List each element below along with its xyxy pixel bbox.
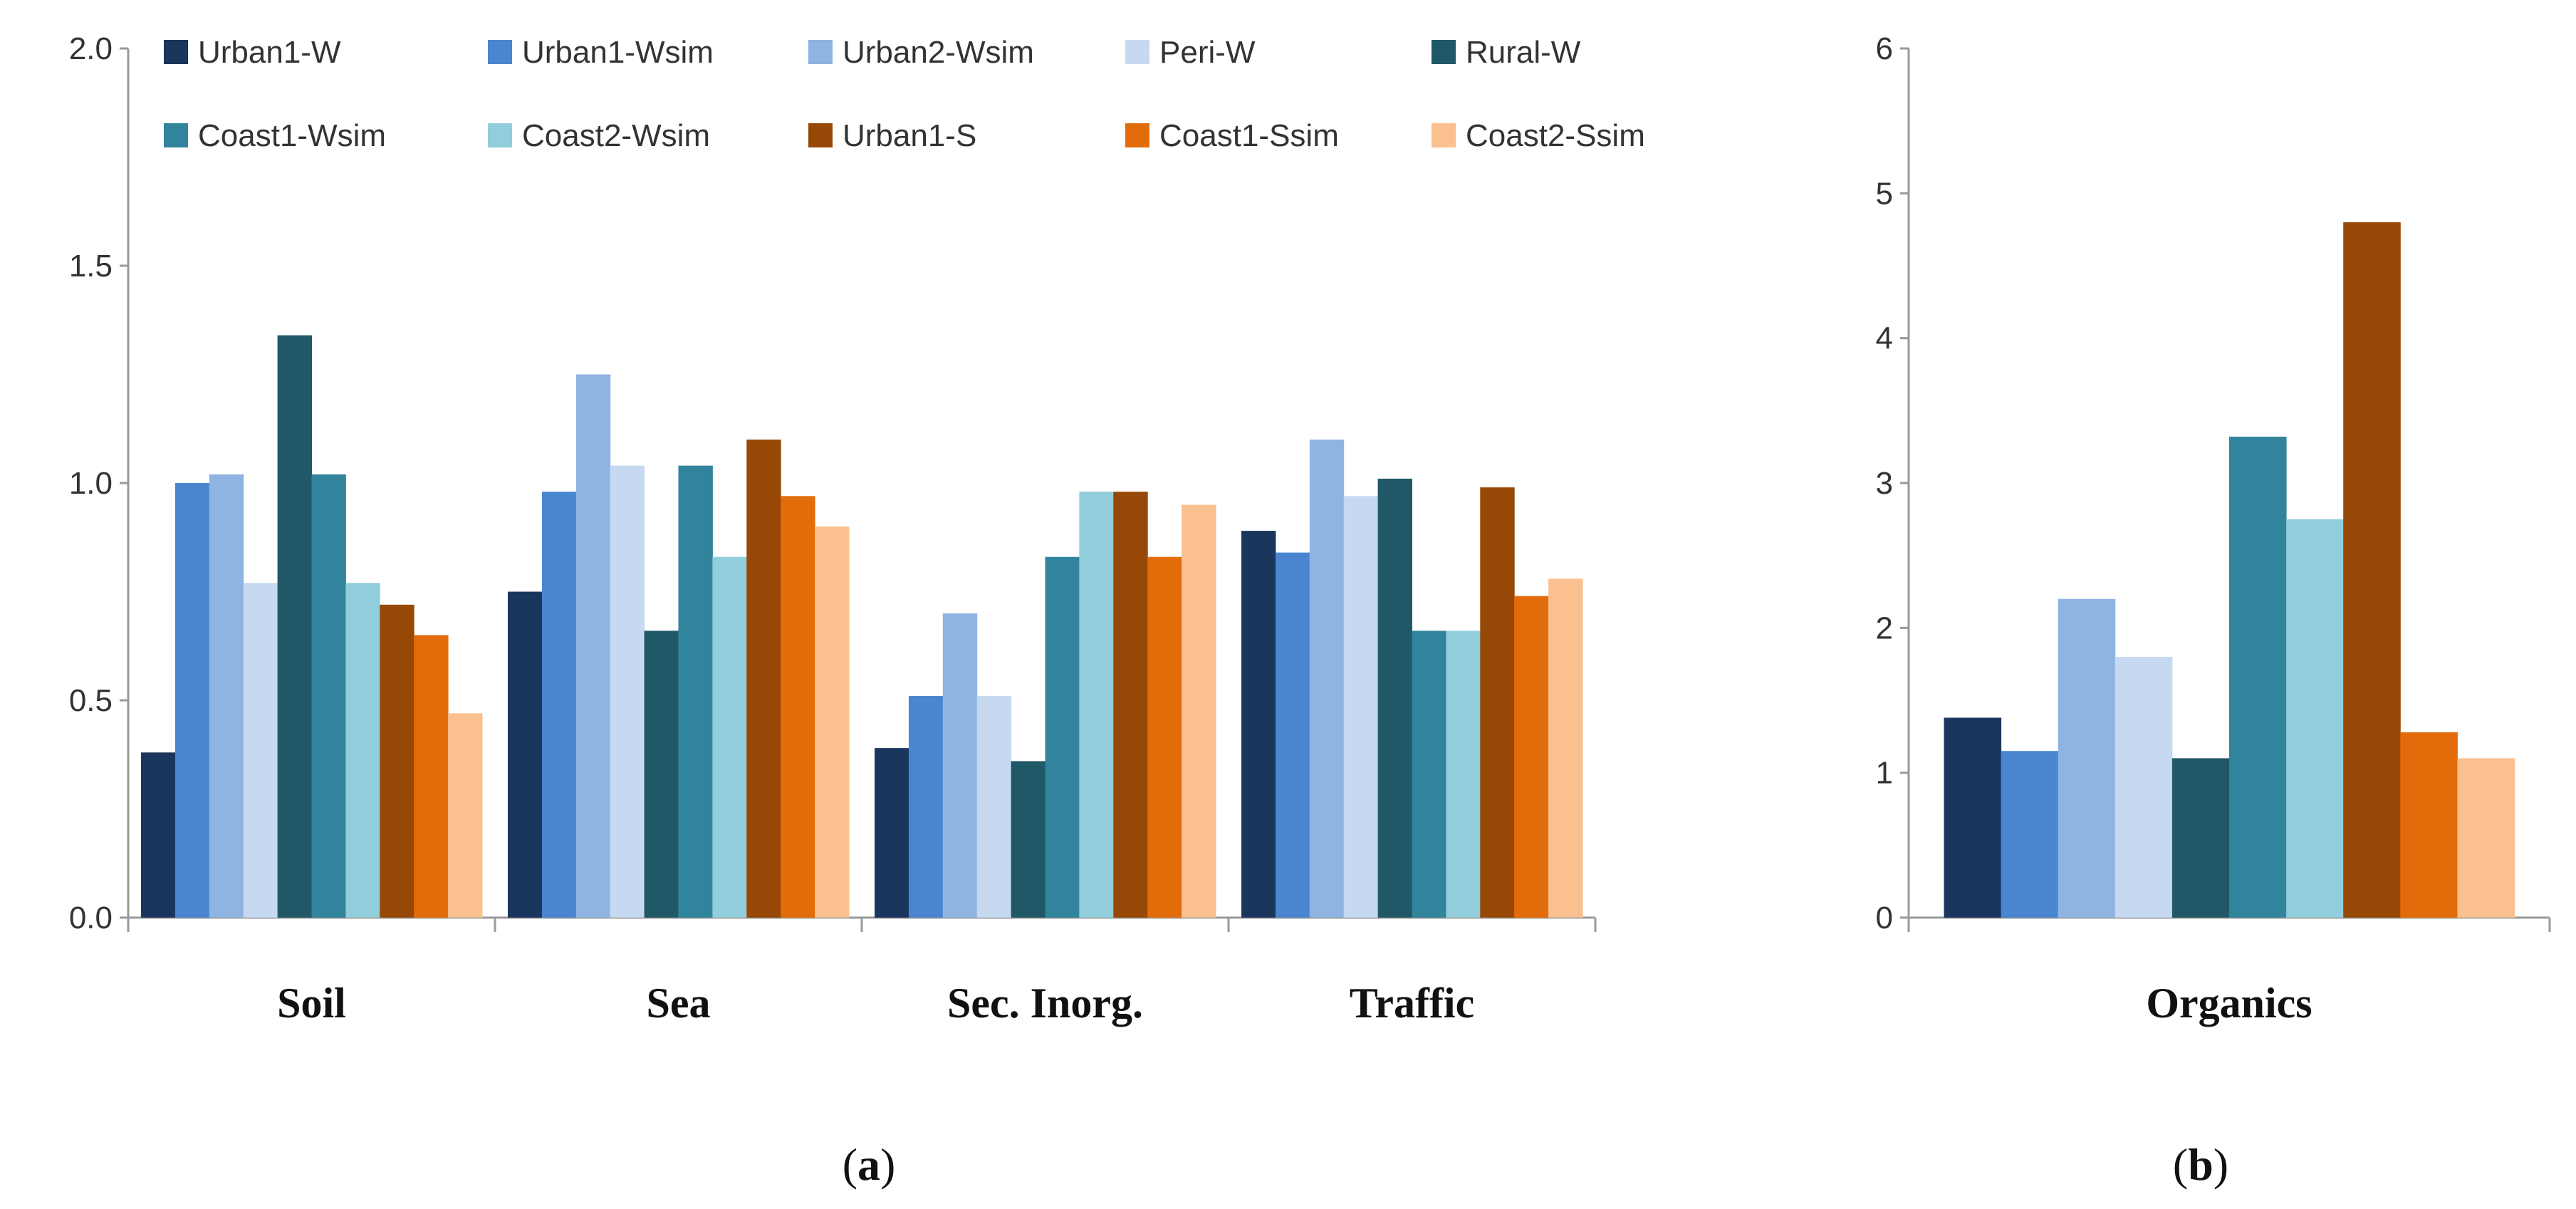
chart-b-y-tick-label: 6 [1876,31,1893,66]
legend-label-coast2-ssim: Coast2-Ssim [1466,118,1645,153]
legend-label-coast1-wsim: Coast1-Wsim [198,118,386,153]
chart-a-bar-traffic-coast2-ssim [1548,578,1583,918]
legend-label-coast1-ssim: Coast1-Ssim [1159,118,1339,153]
chart-a-y-tick-label: 0.0 [69,901,113,935]
chart-b-bar-organics-coast2-wsim [2286,519,2344,918]
legend-swatch-coast2-ssim [1432,123,1456,147]
chart-a-y-tick-label: 0.5 [69,683,113,718]
chart-b-bar-organics-urban1-w [1944,717,2002,918]
chart-b-y-tick-label: 4 [1876,321,1893,356]
chart-b-y-tick-label: 0 [1876,901,1893,935]
legend-label-urban1-s: Urban1-S [843,118,976,153]
chart-a-bar-soil-coast2-wsim [345,583,380,918]
legend-label-rural-w: Rural-W [1466,35,1581,70]
chart-a-bar-sea-coast1-ssim [781,496,815,918]
chart-b-bar-organics-coast1-wsim [2229,436,2287,918]
chart-a-bar-sec-inorg-coast2-ssim [1182,504,1216,918]
chart-a: 0.0 0.5 1.0 1.5 2.0 Soil Sea Sec. Inorg. Traffic [69,31,1597,1027]
chart-a-bar-sea-urban1-wsim [541,492,577,918]
legend-swatch-urban1-s [808,123,833,147]
chart-a-y-tick-label: 1.0 [69,466,113,501]
chart-a-bar-sea-coast1-wsim [678,465,713,918]
chart-a-category-label-traffic: Traffic [1350,980,1474,1027]
legend: Urban1-W Urban1-Wsim Urban2-Wsim Peri-W Rura… [164,35,1645,153]
chart-a-bar-traffic-urban1-s [1480,487,1515,918]
chart-a-bar-sea-coast2-ssim [815,526,850,918]
chart-a-bar-sec-inorg-coast2-wsim [1079,492,1114,918]
chart-a-bar-soil-urban1-s [380,604,414,918]
chart-b-bar-organics-urban2-wsim [2058,598,2116,918]
panel-label-a: (a) [843,1139,896,1190]
chart-a-bar-soil-peri-w [243,583,278,918]
chart-a-bar-soil-coast1-ssim [414,635,449,918]
chart-b-y-tick-label: 3 [1876,466,1893,501]
chart-a-bar-traffic-urban2-wsim [1309,440,1345,918]
chart-a-bar-traffic-peri-w [1343,496,1379,918]
chart-a-category-label-soil: Soil [277,980,346,1027]
chart-a-bar-sea-urban2-wsim [575,374,611,918]
chart-a-bar-sec-inorg-rural-w [1011,761,1045,918]
chart-a-bar-traffic-coast2-wsim [1446,631,1481,918]
chart-a-bar-traffic-urban1-w [1241,531,1276,918]
chart-b-bar-organics-urban1-s [2343,222,2401,918]
legend-swatch-coast1-wsim [164,123,188,147]
chart-b-y-tick-label: 2 [1876,611,1893,645]
chart-a-bar-sec-inorg-urban1-w [875,748,909,918]
legend-swatch-coast2-wsim [488,123,512,147]
legend-swatch-urban1-w [164,40,188,64]
chart-a-category-label-sea: Sea [647,980,711,1027]
legend-swatch-urban1-wsim [488,40,512,64]
legend-label-urban1-w: Urban1-W [198,35,341,70]
chart-a-bar-sea-peri-w [610,465,645,918]
chart-b-category-label-organics: Organics [2146,980,2312,1027]
chart-a-bar-sec-inorg-coast1-ssim [1147,556,1182,918]
legend-swatch-coast1-ssim [1125,123,1149,147]
chart-b: 0 1 2 3 4 5 6 Organics [1876,31,2551,1027]
chart-a-bar-soil-urban2-wsim [209,474,244,918]
chart-a-bar-soil-urban1-wsim [174,483,210,918]
chart-b-bar-organics-coast2-ssim [2457,758,2515,918]
chart-a-bar-traffic-urban1-wsim [1275,552,1310,918]
chart-b-y-tick-label: 1 [1876,756,1893,791]
legend-swatch-urban2-wsim [808,40,833,64]
legend-label-coast2-wsim: Coast2-Wsim [522,118,710,153]
chart-a-bar-soil-urban1-w [141,752,176,918]
legend-label-peri-w: Peri-W [1159,35,1256,70]
chart-a-bar-sec-inorg-coast1-wsim [1045,556,1080,918]
chart-a-bar-soil-coast1-wsim [311,474,346,918]
chart-a-bar-soil-coast2-ssim [448,713,483,918]
chart-a-bar-sea-coast2-wsim [712,556,747,918]
legend-swatch-peri-w [1125,40,1149,64]
chart-a-bar-sec-inorg-urban1-s [1113,492,1148,918]
legend-label-urban1-wsim: Urban1-Wsim [522,35,714,70]
chart-a-y-tick-label: 2.0 [69,31,113,66]
chart-b-bar-organics-urban1-wsim [2001,751,2059,918]
chart-a-bar-sea-rural-w [644,631,679,918]
chart-b-y-tick-label: 5 [1876,176,1893,211]
chart-a-bar-soil-rural-w [277,335,312,918]
chart-a-bar-sec-inorg-urban1-wsim [908,695,944,918]
chart-a-bar-sec-inorg-urban2-wsim [942,613,978,918]
chart-b-bar-organics-peri-w [2114,657,2173,918]
chart-a-bar-traffic-coast1-ssim [1514,596,1549,918]
chart-a-bar-traffic-rural-w [1377,478,1412,918]
chart-a-bar-traffic-coast1-wsim [1412,631,1446,918]
chart-a-bar-sea-urban1-s [746,440,781,918]
chart-a-bar-sea-urban1-w [508,591,543,918]
chart-a-bar-sec-inorg-peri-w [976,695,1012,918]
chart-a-category-label-sec-inorg: Sec. Inorg. [947,980,1143,1027]
panel-label-b: (b) [2173,1139,2228,1190]
chart-b-bar-organics-coast1-ssim [2400,732,2458,918]
legend-label-urban2-wsim: Urban2-Wsim [843,35,1034,70]
legend-swatch-rural-w [1432,40,1456,64]
chart-a-y-tick-label: 1.5 [69,249,113,284]
chart-b-bar-organics-rural-w [2171,758,2230,918]
